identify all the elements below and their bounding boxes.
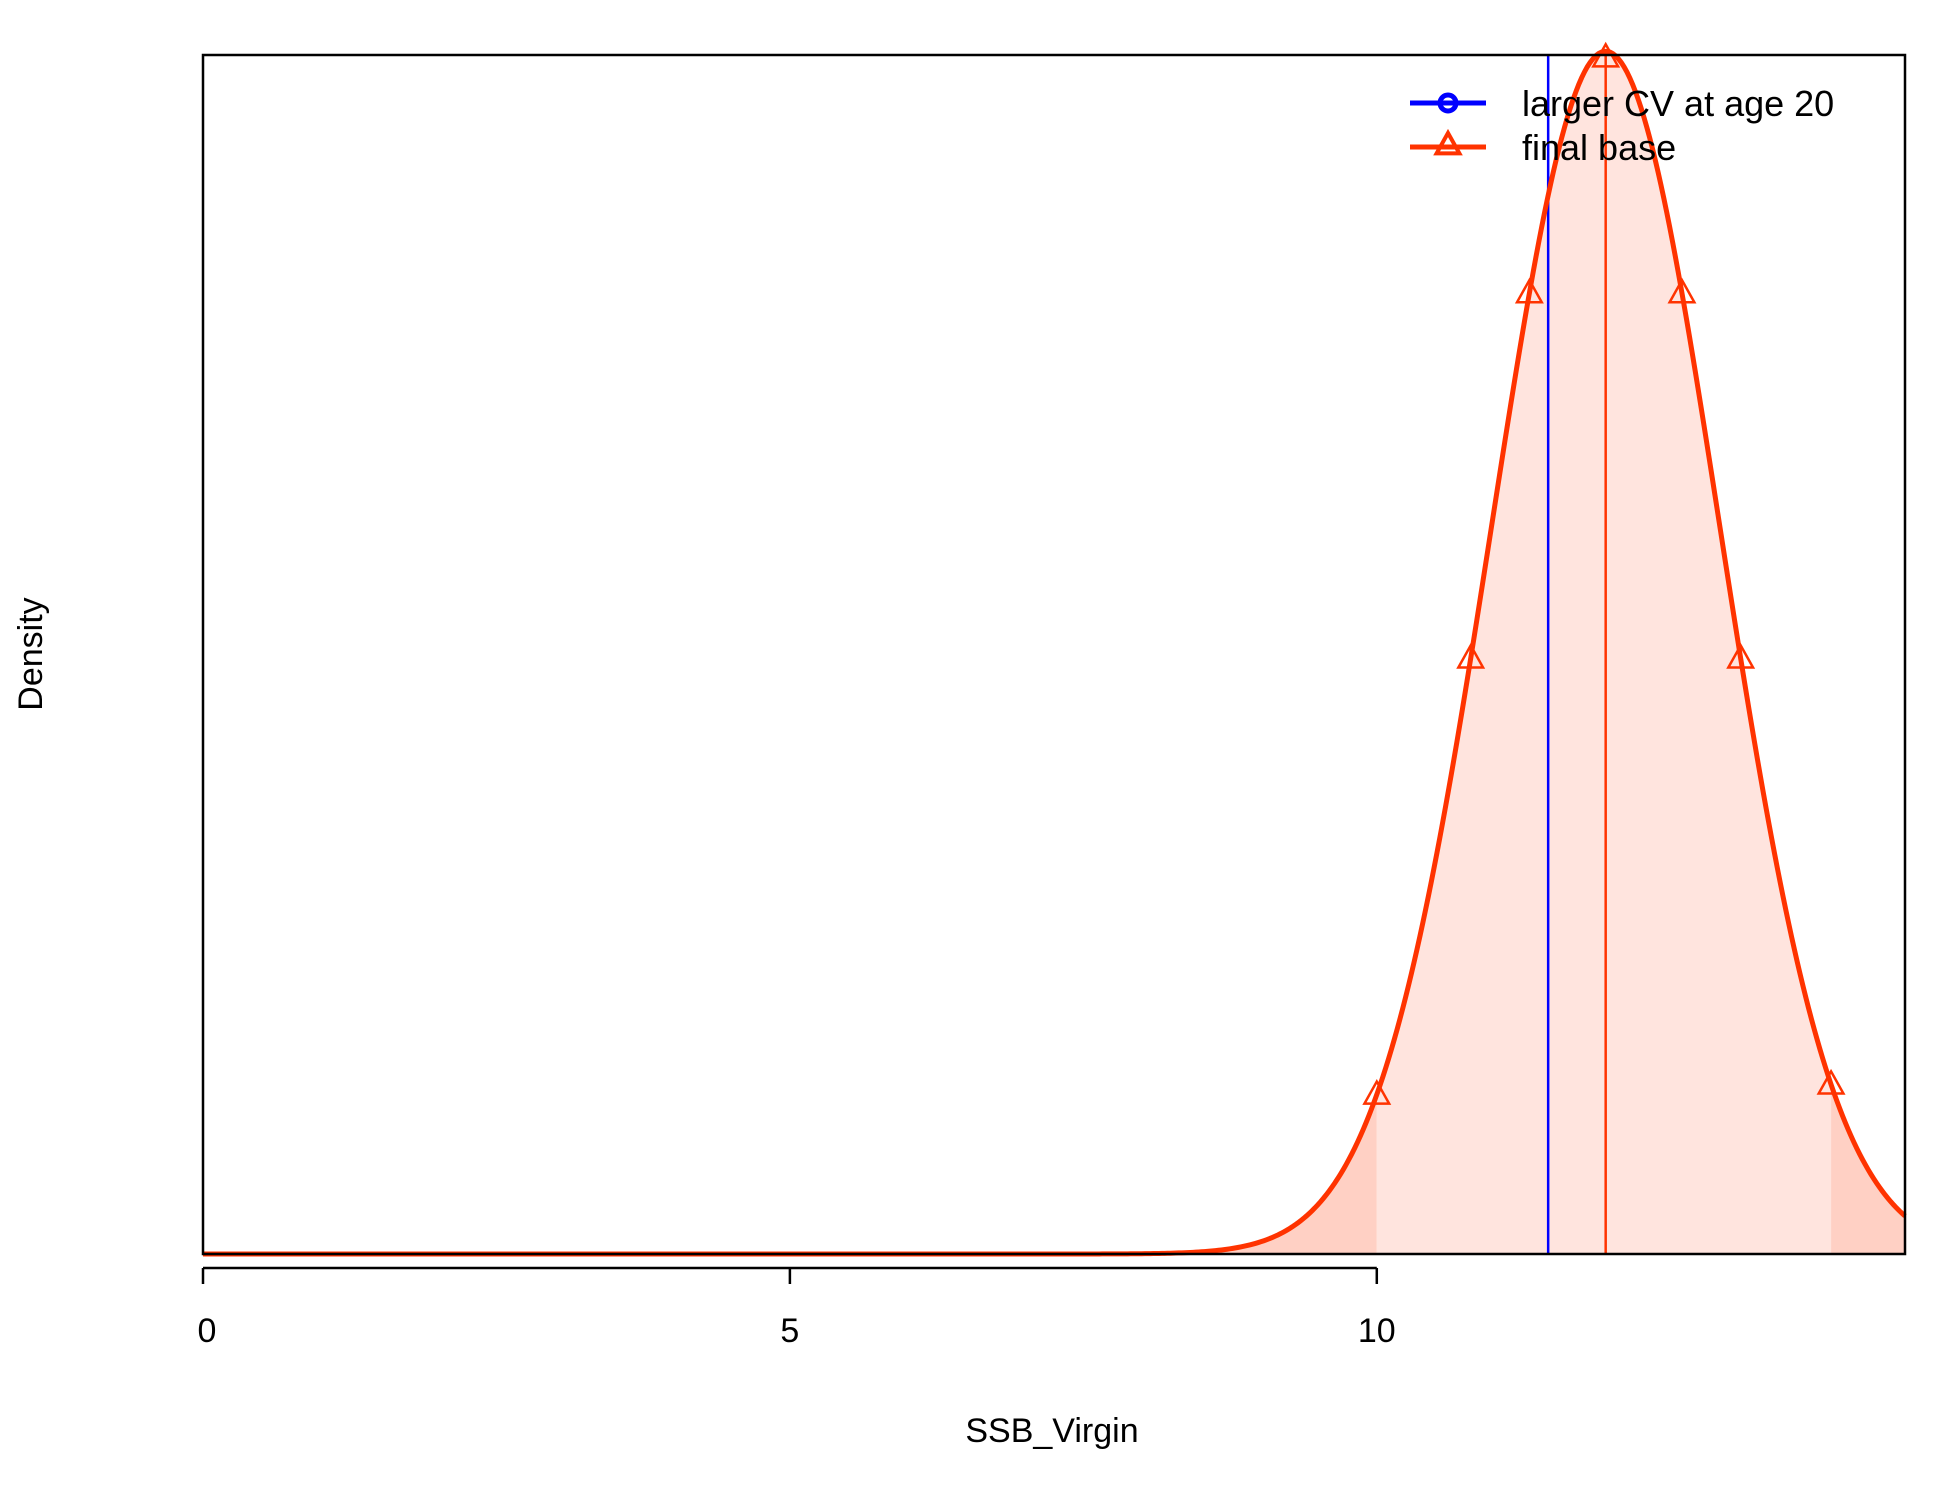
triangle-marker xyxy=(1514,277,1544,304)
triangle-marker xyxy=(1362,1078,1392,1105)
legend-marker-circle xyxy=(1437,92,1459,114)
triangle-marker xyxy=(1667,277,1697,304)
y-axis-label: Density xyxy=(12,597,50,710)
x-tick-label: 0 xyxy=(198,1312,217,1350)
x-tick-label: 10 xyxy=(1358,1312,1396,1350)
x-axis-label: SSB_Virgin xyxy=(965,1412,1138,1450)
lower-tail-fill xyxy=(203,1094,1377,1254)
triangle-marker xyxy=(1456,642,1486,669)
triangle-marker xyxy=(1726,642,1756,669)
upper-tail-fill xyxy=(1831,1084,1905,1254)
interval-fill xyxy=(1376,51,1832,1255)
x-axis: 0 5 10 xyxy=(198,1266,1396,1350)
legend-label-final-base: final base xyxy=(1522,127,1676,168)
legend-label-larger-cv: larger CV at age 20 xyxy=(1522,83,1834,124)
plot-frame xyxy=(201,53,1907,1256)
plot-layer xyxy=(203,41,1907,1257)
triangle-marker xyxy=(1816,1068,1846,1095)
legend-marker-triangle xyxy=(1433,128,1463,156)
x-tick-label: 5 xyxy=(780,1312,799,1350)
